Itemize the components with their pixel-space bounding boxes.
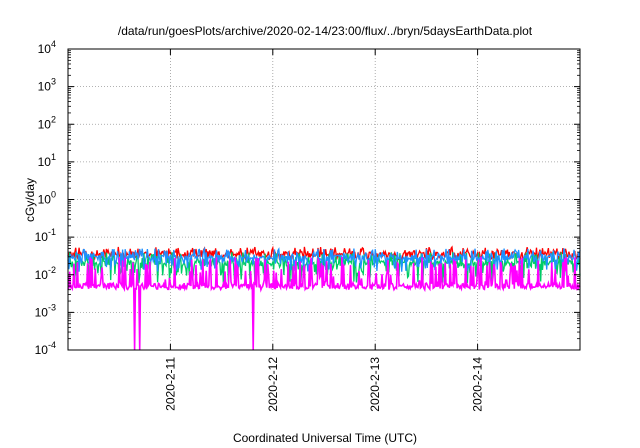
y-tick-label: 101	[38, 152, 56, 169]
series-line	[67, 256, 581, 351]
x-tick-label: 2020-2-14	[471, 357, 485, 412]
x-tick-label: 2020-2-13	[368, 357, 382, 412]
grid-lines	[68, 49, 580, 350]
x-tick-label: 2020-2-11	[163, 357, 177, 411]
y-tick-label: 102	[38, 114, 56, 131]
series-layer	[67, 245, 581, 351]
y-axis-label: cGy/day	[23, 178, 37, 222]
y-tick-label: 10-3	[35, 302, 56, 319]
y-tick-label: 10-4	[35, 340, 56, 357]
y-tick-label: 10-1	[35, 227, 56, 244]
chart-title: /data/run/goesPlots/archive/2020-02-14/2…	[118, 24, 533, 38]
y-tick-label: 10-2	[35, 265, 56, 282]
y-tick-label: 100	[38, 190, 56, 207]
y-tick-label: 104	[38, 39, 56, 56]
x-axis-label: Coordinated Universal Time (UTC)	[233, 431, 417, 445]
axis-ticks: 10-4 10-3 10-2 10-1 100 101 102 103 104 2020-2-11…	[35, 39, 580, 412]
y-tick-label: 103	[38, 77, 56, 94]
x-tick-label: 2020-2-12	[266, 357, 280, 412]
